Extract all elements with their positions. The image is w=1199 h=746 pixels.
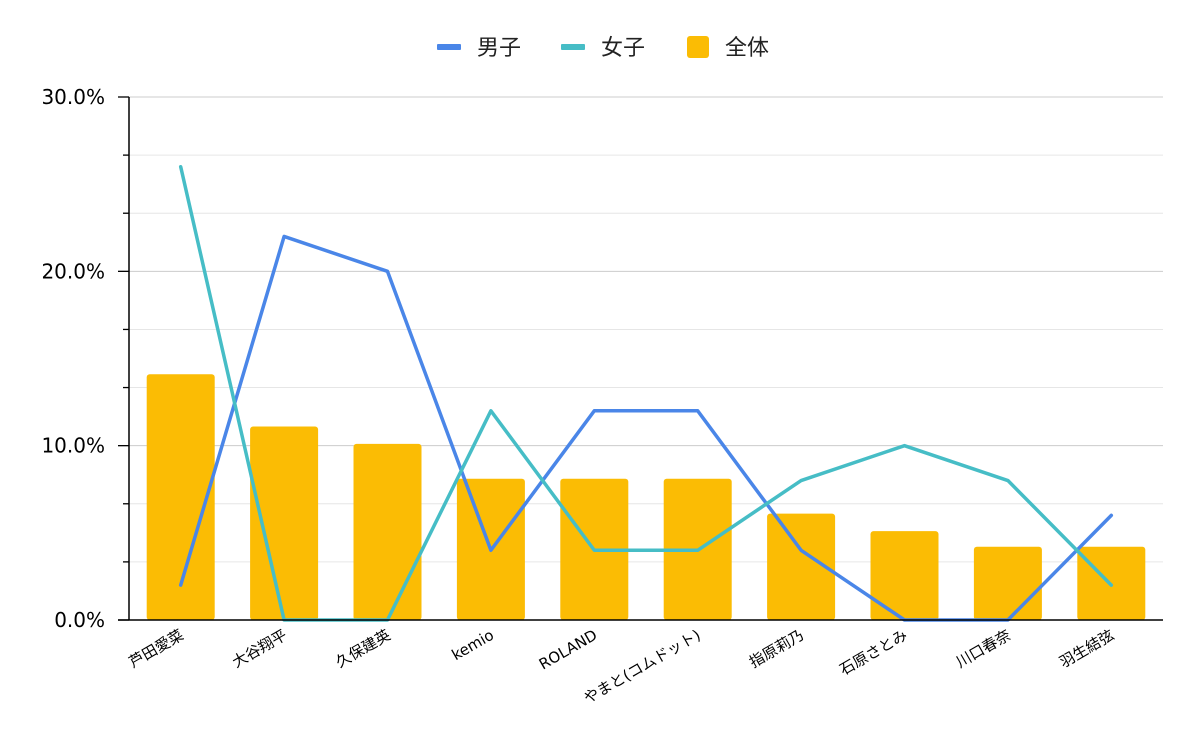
line-series-2 bbox=[178, 164, 1114, 622]
bar-9 bbox=[973, 546, 1042, 620]
legend-item: 女子 bbox=[561, 36, 645, 61]
legend: 男子 女子 全体 bbox=[437, 36, 769, 61]
legend-label: 全体 bbox=[725, 36, 769, 61]
y-tick-label: 30.0% bbox=[41, 85, 105, 109]
y-tick-label: 10.0% bbox=[41, 434, 105, 458]
y-tick-labels: 0.0% 10.0% 20.0% 30.0% bbox=[41, 85, 105, 632]
line-series-1 bbox=[178, 234, 1114, 622]
x-tick-label: ROLAND bbox=[536, 626, 600, 674]
legend-item: 全体 bbox=[687, 36, 769, 61]
x-tick-label: kemio bbox=[449, 626, 497, 664]
y-tick-label: 20.0% bbox=[41, 259, 105, 283]
y-tick-label: 0.0% bbox=[54, 608, 105, 632]
x-tick-label: 指原莉乃 bbox=[746, 626, 807, 672]
legend-swatch bbox=[437, 44, 461, 50]
bar-2 bbox=[250, 426, 319, 620]
legend-swatch bbox=[687, 36, 709, 58]
bar-8 bbox=[870, 531, 939, 620]
axes bbox=[118, 96, 1163, 621]
x-tick-label: 大谷翔平 bbox=[229, 626, 290, 672]
legend-item: 男子 bbox=[437, 36, 521, 61]
x-tick-label: やまと(コムドット) bbox=[581, 626, 704, 707]
x-tick-label: 羽生結弦 bbox=[1056, 626, 1117, 672]
bar-3 bbox=[353, 443, 422, 620]
legend-label: 男子 bbox=[477, 36, 521, 61]
bar-7 bbox=[767, 513, 836, 620]
line-series bbox=[178, 164, 1114, 622]
legend-swatch bbox=[561, 44, 585, 50]
legend-label: 女子 bbox=[601, 36, 645, 61]
bar-1 bbox=[146, 374, 215, 620]
x-tick-label: 芦田愛菜 bbox=[126, 626, 187, 672]
x-tick-label: 久保建英 bbox=[333, 626, 394, 672]
x-tick-label: 川口春奈 bbox=[953, 626, 1014, 672]
x-tick-label: 石原さとみ bbox=[837, 626, 911, 679]
